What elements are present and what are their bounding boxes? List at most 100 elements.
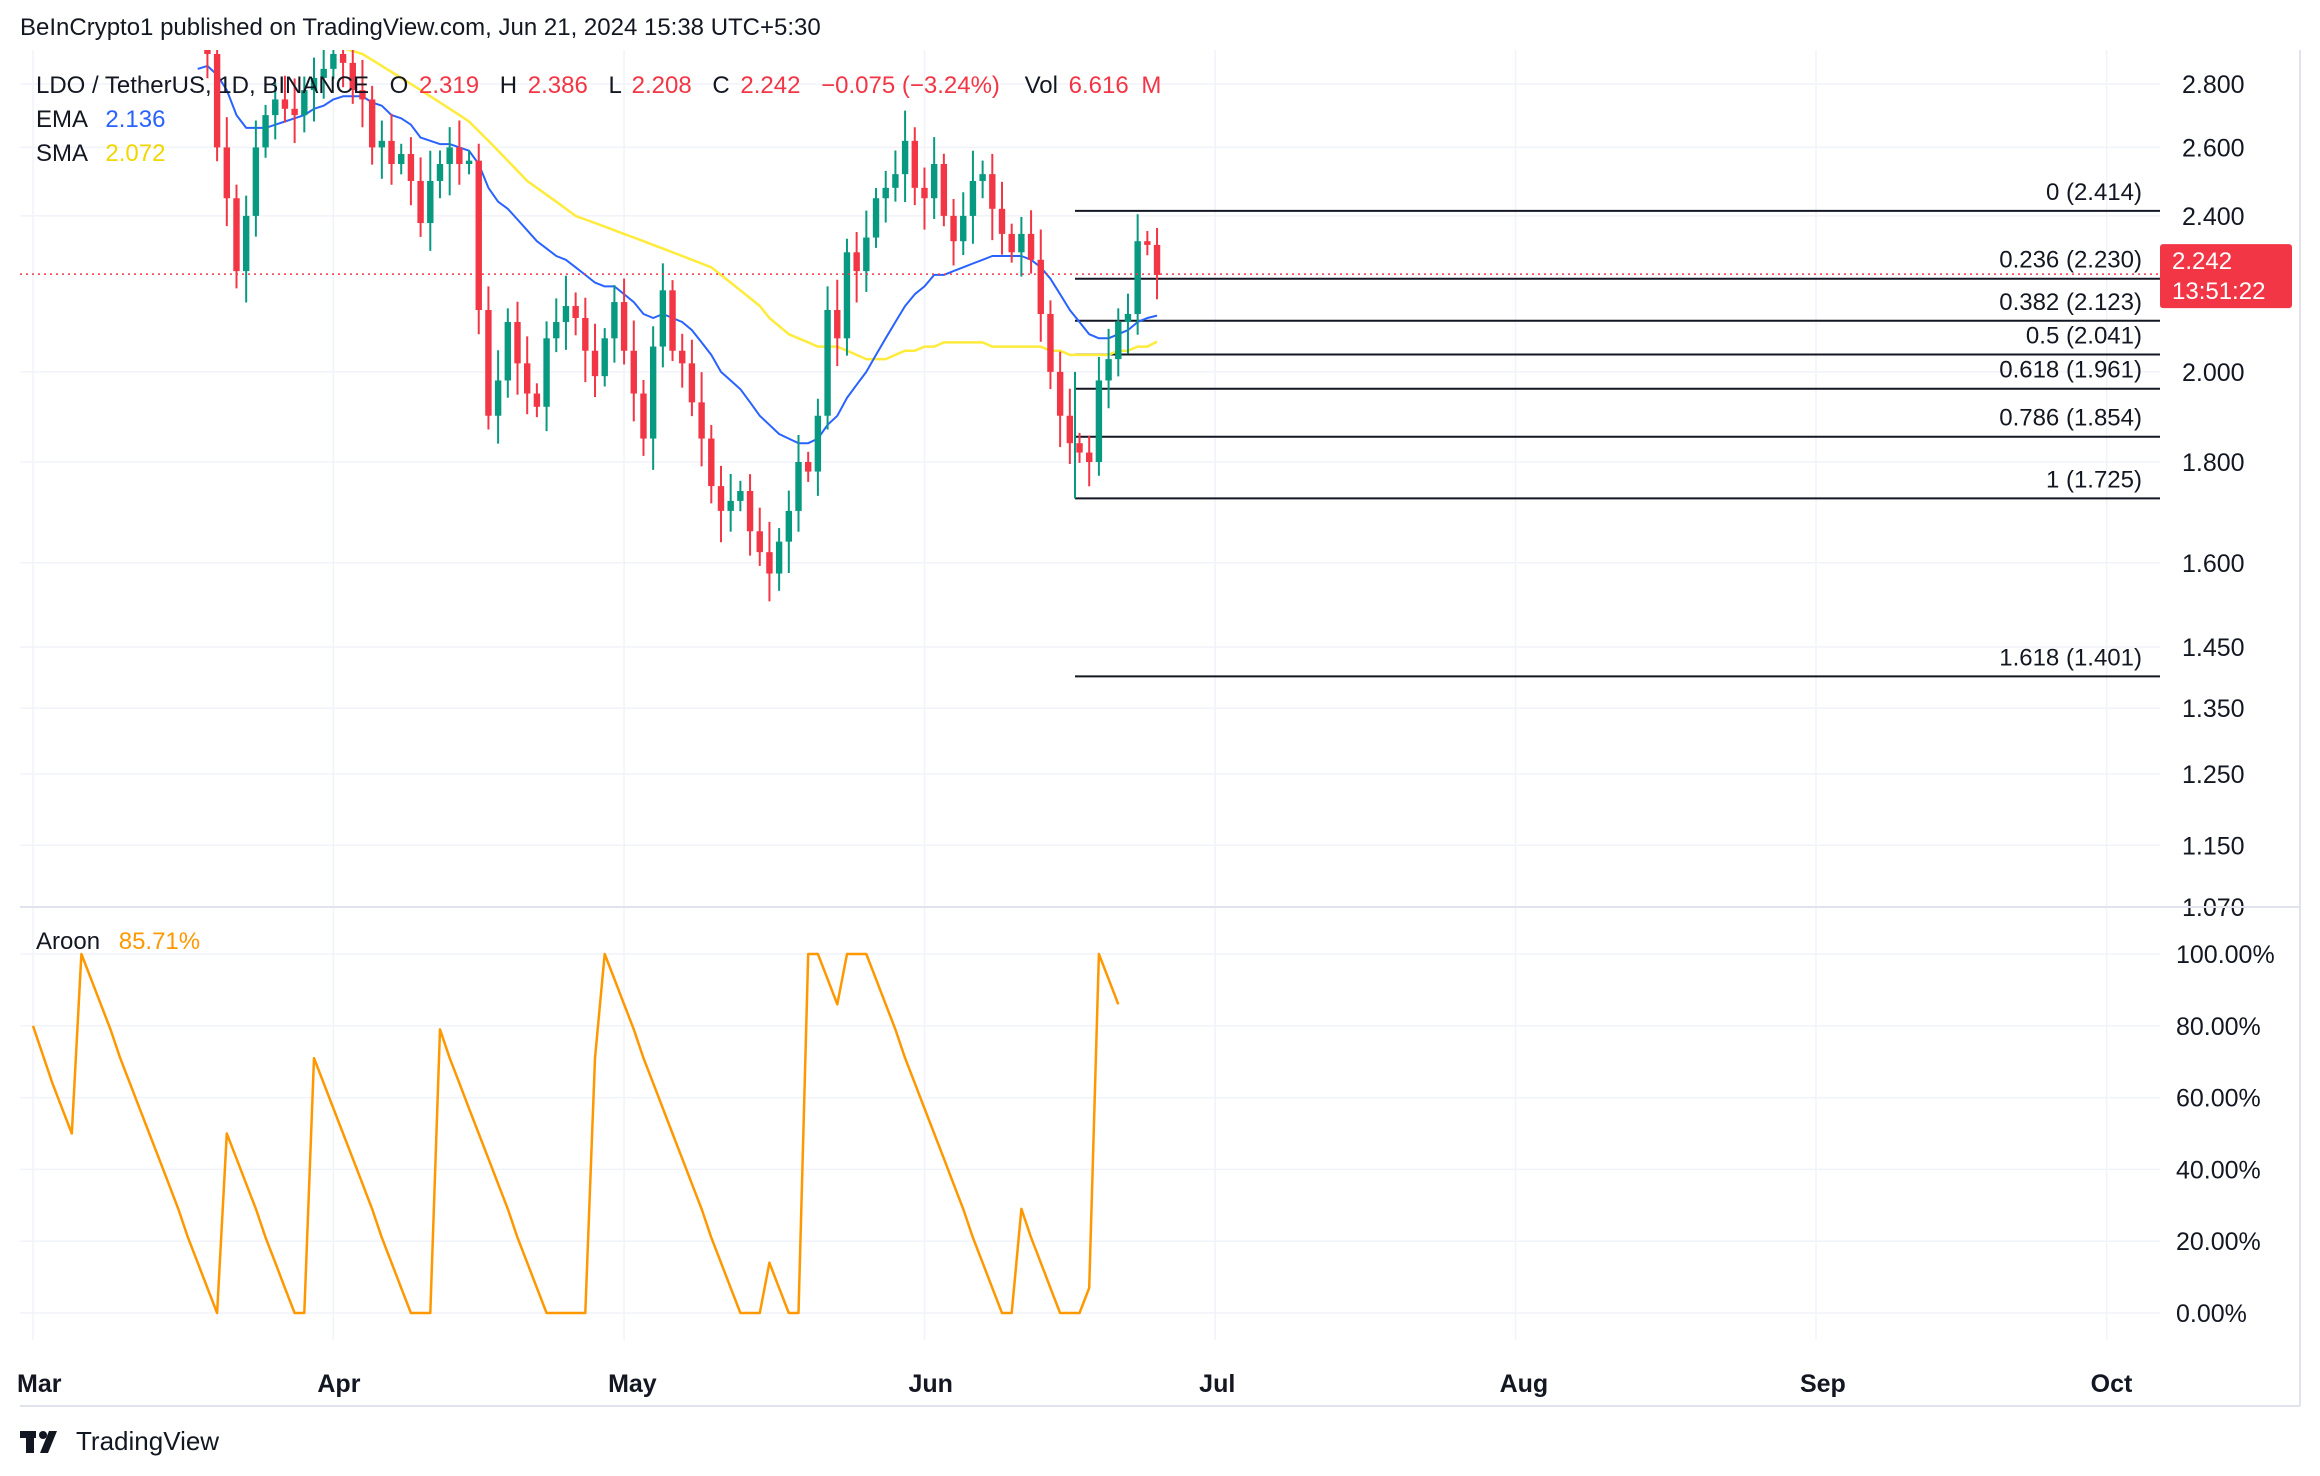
candle-down[interactable] [475,143,482,335]
candle-up[interactable] [901,110,909,202]
candle-up[interactable] [262,104,269,158]
candle-down[interactable] [679,333,686,388]
candle-down[interactable] [746,474,754,556]
candle-down[interactable] [1153,227,1161,300]
candle-up[interactable] [843,238,851,356]
candle-up[interactable] [272,82,279,140]
candle-down[interactable] [640,379,647,456]
candle-down[interactable] [669,280,676,362]
candle-down[interactable] [456,120,463,185]
candle-up[interactable] [611,285,618,363]
legend-aroon[interactable]: Aroon 85.71% [36,928,200,955]
candle-up[interactable] [310,57,318,122]
candle-up[interactable] [242,195,250,303]
candle-down[interactable] [620,278,628,365]
fib-level[interactable]: 0.382 (2.123) [1075,289,2160,322]
candle-up[interactable] [1124,293,1132,354]
candle-down[interactable] [853,232,860,303]
candle-up[interactable] [465,150,473,175]
fib-level[interactable]: 1.618 (1.401) [1075,644,2160,678]
candle-down[interactable] [407,137,415,206]
candle-up[interactable] [814,398,822,496]
candle-up[interactable] [330,44,337,80]
candle-up[interactable] [785,490,793,574]
candle-up[interactable] [378,120,386,179]
candle-up[interactable] [252,120,260,237]
candle-down[interactable] [417,157,424,237]
candle-down[interactable] [368,85,376,165]
candle-up[interactable] [795,435,802,532]
candle-down[interactable] [572,292,579,336]
candle-up[interactable] [727,473,734,532]
candle-down[interactable] [523,336,531,415]
legend-sma[interactable]: SMA 2.072 [36,140,165,167]
candle-down[interactable] [591,323,599,397]
candle-up[interactable] [1115,308,1122,377]
candle-up[interactable] [824,286,831,430]
candle-up[interactable] [398,143,405,175]
fib-level[interactable]: 1 (1.725) [1075,466,2160,500]
footer-brand[interactable]: TradingView [20,1426,219,1457]
candle-down[interactable] [514,301,521,395]
candle-up[interactable] [775,528,783,591]
candlestick-series[interactable] [195,15,1161,602]
candle-down[interactable] [1056,351,1064,448]
candle-down[interactable] [1076,432,1083,463]
fib-level[interactable]: 0.786 (1.854) [1075,405,2160,438]
candle-down[interactable] [1027,210,1035,274]
candle-down[interactable] [533,383,541,418]
candle-up[interactable] [436,150,444,199]
candle-up[interactable] [659,263,667,368]
candle-up[interactable] [320,42,327,99]
candle-down[interactable] [1086,435,1093,487]
candle-down[interactable] [1008,223,1015,263]
candle-up[interactable] [863,210,870,292]
candle-down[interactable] [388,113,395,185]
fib-level[interactable]: 0.5 (2.041) [1075,323,2160,356]
candle-up[interactable] [1105,328,1112,409]
candle-down[interactable] [805,451,812,482]
candle-down[interactable] [998,181,1006,255]
candle-down[interactable] [349,39,356,104]
candle-down[interactable] [281,75,289,123]
candle-down[interactable] [485,286,492,430]
candle-down[interactable] [233,184,240,289]
candle-up[interactable] [649,326,657,470]
candle-up[interactable] [882,170,889,223]
candle-down[interactable] [989,153,996,241]
candle-up[interactable] [892,150,899,202]
candle-down[interactable] [223,117,230,227]
candle-up[interactable] [960,192,967,256]
candle-up[interactable] [504,308,512,398]
candle-down[interactable] [698,372,705,467]
candle-down[interactable] [834,279,841,367]
candle-up[interactable] [301,76,308,133]
candle-up[interactable] [969,150,977,244]
candle-down[interactable] [359,59,366,128]
time-axis[interactable]: Mar Apr May Jun Jul Aug Sep Oct [17,1370,2300,1407]
fib-level[interactable]: 0 (2.414) [1075,179,2160,212]
candle-up[interactable] [543,321,550,432]
candle-up[interactable] [494,350,502,444]
candle-up[interactable] [601,328,608,387]
fib-level[interactable]: 0.236 (2.230) [1075,247,2160,280]
candle-down[interactable] [291,78,298,143]
candle-down[interactable] [708,424,715,504]
candle-down[interactable] [688,339,696,417]
candle-down[interactable] [940,153,948,227]
candle-down[interactable] [1037,229,1044,342]
candle-down[interactable] [1047,300,1054,390]
candle-down[interactable] [630,320,637,422]
candle-down[interactable] [911,127,918,206]
legend-ema[interactable]: EMA 2.136 [36,106,165,133]
candle-up[interactable] [979,160,986,199]
candle-down[interactable] [921,167,928,230]
candle-down[interactable] [756,507,763,566]
candle-up[interactable] [1095,356,1103,476]
candle-up[interactable] [562,275,570,350]
candle-up[interactable] [1018,216,1025,277]
fib-level[interactable]: 0.618 (1.961) [1075,357,2160,390]
candle-down[interactable] [582,297,589,383]
candle-up[interactable] [872,188,880,248]
